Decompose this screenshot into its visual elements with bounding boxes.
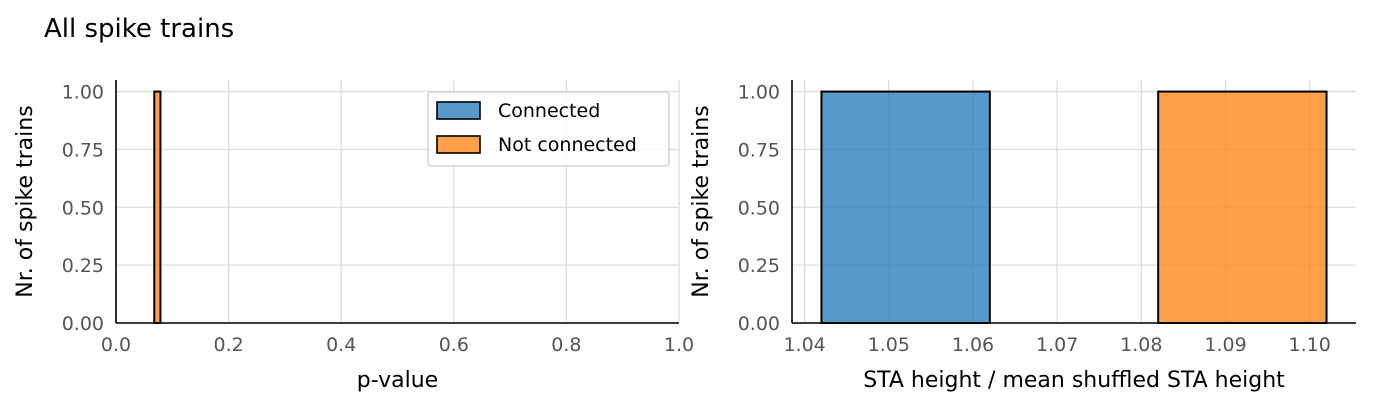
x-tick-label: 1.05 [868,334,910,356]
y-tick-label: 0.50 [738,197,780,219]
y-axis-label: Nr. of spike trains [689,105,714,297]
legend-box [427,91,670,167]
legend-label: Not connected [498,134,637,156]
x-tick-label: 0.2 [213,334,243,356]
figure-title: All spike trains [44,14,235,44]
y-tick-label: 1.00 [738,82,780,104]
legend-label: Connected [498,100,600,122]
legend-swatch [436,135,481,154]
x-tick-label: 0.0 [101,334,131,356]
y-tick-label: 0.25 [62,255,104,277]
pvalue-histogram-axes: 0.0 0.2 0.4 0.6 0.8 1.0 0.00 0.25 0.50 0.75 1.00 p-… [13,80,694,393]
histogram-bar [1157,90,1328,324]
y-tick-label: 0.75 [738,139,780,161]
y-tick-label: 0.50 [62,197,104,219]
y-tick-label: 1.00 [62,82,104,104]
x-tick-label: 1.08 [1120,334,1162,356]
x-tick-label: 1.10 [1289,334,1331,356]
x-tick-label: 0.6 [439,334,469,356]
sta-ratio-histogram-axes: 1.04 1.05 1.06 1.07 1.08 1.09 1.10 0.00 0.25 0.50… [689,80,1356,393]
x-axis-label: p-value [357,368,438,393]
x-tick-label: 1.06 [952,334,994,356]
histogram-bar [820,90,991,324]
x-tick-label: 1.0 [664,334,694,356]
x-tick-label: 1.04 [783,334,825,356]
y-tick-label: 0.75 [62,139,104,161]
y-tick-label: 0.00 [62,313,104,335]
x-tick-label: 1.07 [1036,334,1078,356]
y-tick-label: 0.00 [738,313,780,335]
y-axis-label: Nr. of spike trains [13,105,38,297]
x-axis-label: STA height / mean shuffled STA height [863,368,1285,393]
x-tick-label: 0.4 [326,334,356,356]
histogram-bar [153,90,162,324]
y-tick-label: 0.25 [738,255,780,277]
x-tick-label: 0.8 [551,334,581,356]
x-tick-label: 1.09 [1204,334,1246,356]
legend-swatch [436,101,481,120]
